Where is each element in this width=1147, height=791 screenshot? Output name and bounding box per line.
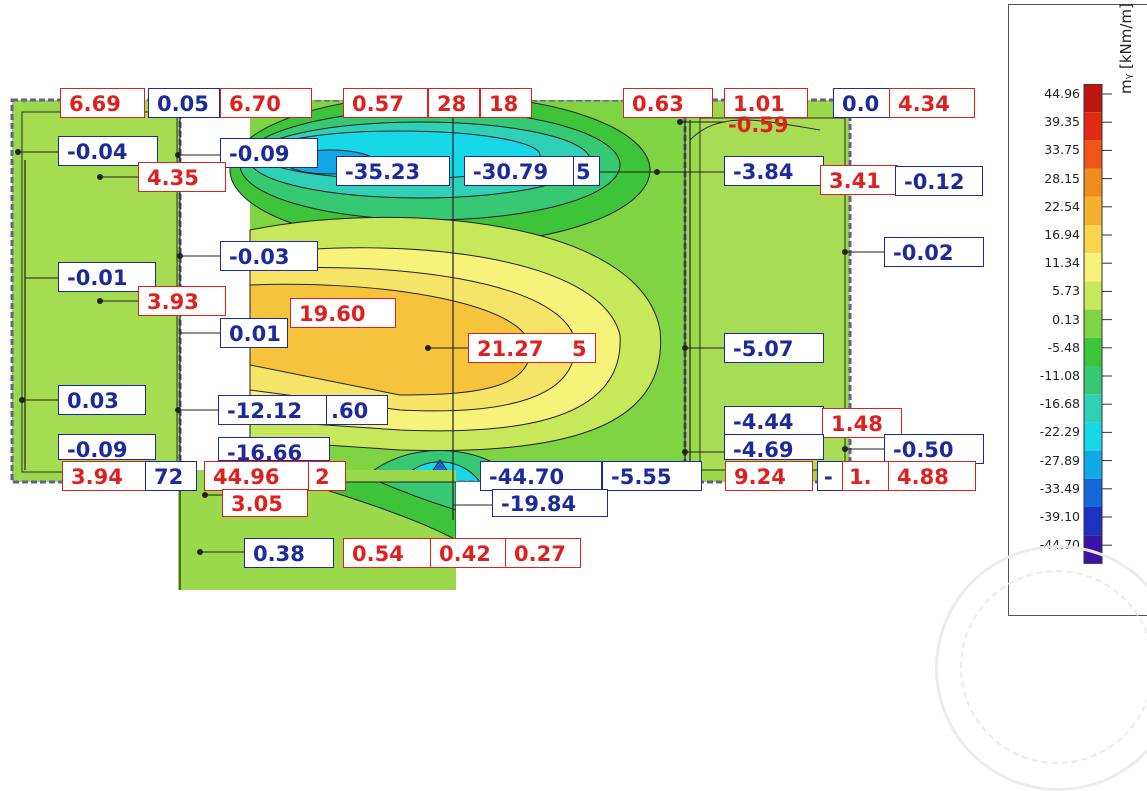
legend-tick-label: 39.35 bbox=[1044, 114, 1080, 130]
legend-tick-label: -11.08 bbox=[1039, 368, 1080, 383]
value-label: 2 bbox=[308, 461, 346, 491]
legend-swatch bbox=[1084, 450, 1102, 479]
legend-tick-label: -22.29 bbox=[1039, 424, 1080, 440]
value-label: 72 bbox=[145, 461, 197, 491]
legend-swatch bbox=[1084, 478, 1102, 507]
value-label: 0.63 bbox=[623, 88, 713, 118]
value-label: 0.42 bbox=[430, 538, 506, 568]
value-label: 28 bbox=[428, 88, 480, 118]
legend-tick-label: 44.96 bbox=[1044, 86, 1080, 101]
legend-tick-label: 16.94 bbox=[1044, 227, 1080, 242]
legend-tick-label: -27.89 bbox=[1039, 452, 1080, 468]
main-slab-contours bbox=[180, 100, 685, 482]
value-label: 6.69 bbox=[60, 88, 145, 118]
value-label: 3.05 bbox=[222, 489, 308, 517]
value-label: 1.48 bbox=[822, 408, 902, 438]
value-label: -0.09 bbox=[58, 434, 156, 460]
value-label: -4.44 bbox=[724, 406, 824, 436]
value-label: -0.50 bbox=[884, 434, 984, 464]
legend-tick-label: 11.34 bbox=[1044, 255, 1080, 271]
value-label: -4.69 bbox=[724, 434, 824, 460]
legend-swatch bbox=[1084, 337, 1102, 366]
legend-swatch bbox=[1084, 84, 1102, 113]
legend-swatch bbox=[1084, 168, 1102, 197]
legend-tick-label: -39.10 bbox=[1039, 509, 1080, 524]
value-label: -12.12 bbox=[218, 395, 330, 425]
legend-tick-label: 5.73 bbox=[1052, 283, 1080, 299]
value-label: -0.03 bbox=[220, 241, 318, 271]
value-label: 0.57 bbox=[343, 88, 428, 118]
value-label: 9.24 bbox=[725, 461, 813, 491]
value-label: -16.66 bbox=[218, 437, 330, 461]
value-label: 0.38 bbox=[244, 538, 334, 568]
legend-tick-label: 22.54 bbox=[1044, 198, 1080, 214]
legend-swatch bbox=[1084, 366, 1102, 395]
value-label: -3.84 bbox=[724, 156, 824, 186]
value-label: 0.54 bbox=[343, 538, 431, 568]
value-label: -0.04 bbox=[58, 136, 158, 166]
leader-lines bbox=[15, 119, 895, 555]
legend-tick-label: -16.68 bbox=[1039, 396, 1080, 412]
value-label: 1.01 bbox=[724, 88, 808, 118]
value-label: -5.07 bbox=[724, 333, 824, 363]
value-label: 3.41 bbox=[820, 165, 898, 195]
value-label: - bbox=[817, 461, 845, 491]
value-label: .60 bbox=[326, 395, 388, 425]
legend-title: mᵧ [kNm/m] bbox=[1117, 3, 1135, 94]
value-label: 19.60 bbox=[290, 298, 396, 328]
legend-tick-label: -5.48 bbox=[1047, 339, 1080, 355]
value-label: 44.96 bbox=[204, 461, 310, 491]
value-label: -0.12 bbox=[895, 166, 983, 196]
legend-swatch bbox=[1084, 281, 1102, 310]
legend-swatch bbox=[1084, 422, 1102, 451]
value-label: 0.01 bbox=[220, 318, 288, 348]
watermark-inner bbox=[960, 570, 1147, 764]
value-label: 3.93 bbox=[138, 286, 226, 316]
value-label: -0.09 bbox=[220, 138, 318, 168]
value-label: 4.88 bbox=[888, 461, 976, 491]
value-label: -19.84 bbox=[492, 489, 608, 517]
legend-swatch bbox=[1084, 225, 1102, 254]
value-label: 0.05 bbox=[148, 88, 220, 118]
structural-lines bbox=[24, 100, 691, 590]
value-label: 0.03 bbox=[58, 385, 146, 415]
legend-tick-label: 33.75 bbox=[1044, 142, 1080, 158]
value-label: -5.55 bbox=[602, 461, 702, 491]
legend-swatch bbox=[1084, 196, 1102, 225]
legend-swatch bbox=[1084, 112, 1102, 141]
value-label: -35.23 bbox=[336, 156, 450, 186]
value-label: -30.79 bbox=[464, 156, 574, 186]
legend-swatch bbox=[1084, 309, 1102, 338]
value-label: 0.27 bbox=[505, 538, 581, 568]
value-label: -44.70 bbox=[480, 461, 602, 491]
value-label: 21.27 bbox=[468, 333, 574, 363]
legend-tick-label: 0.13 bbox=[1052, 311, 1080, 327]
legend-tick-label: -33.49 bbox=[1039, 480, 1080, 496]
legend-panel bbox=[1008, 4, 1147, 616]
value-label: 6.70 bbox=[220, 88, 312, 118]
value-label: 1. bbox=[842, 461, 890, 491]
legend-swatch bbox=[1084, 394, 1102, 423]
legend-tick-label: 28.15 bbox=[1044, 170, 1080, 186]
legend-swatch bbox=[1084, 507, 1102, 536]
value-label: -0.02 bbox=[884, 237, 984, 267]
value-label: 3.94 bbox=[62, 461, 146, 491]
value-label: 0.0 bbox=[833, 88, 891, 118]
legend-swatch bbox=[1084, 253, 1102, 282]
value-label: 5 bbox=[570, 333, 596, 363]
value-label: 4.35 bbox=[138, 162, 226, 192]
value-label: 18 bbox=[480, 88, 532, 118]
legend-swatch bbox=[1084, 140, 1102, 169]
value-label: 5 bbox=[574, 156, 600, 186]
legend-color-bar bbox=[1083, 84, 1112, 564]
value-label: 4.34 bbox=[889, 88, 975, 118]
value-label: -0.59 bbox=[728, 114, 789, 136]
